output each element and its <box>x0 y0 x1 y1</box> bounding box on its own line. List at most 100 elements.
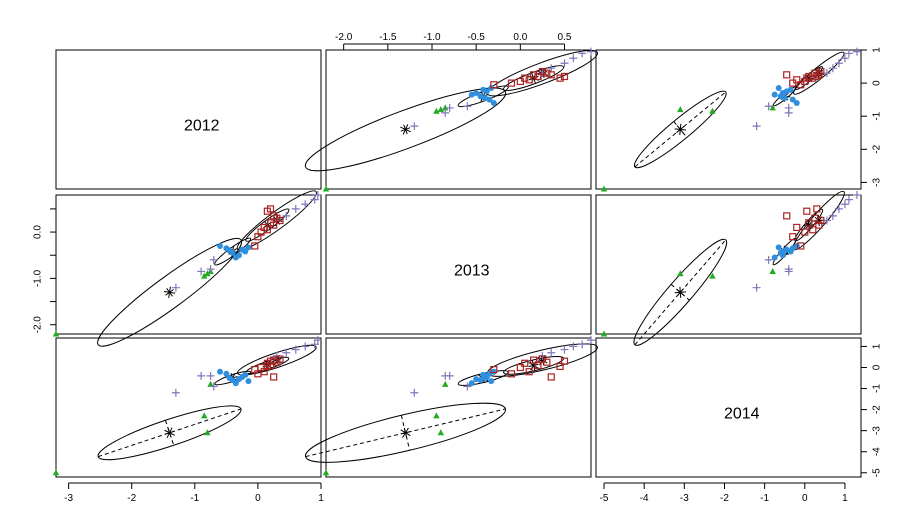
right-axis-tick-label: 1 <box>872 343 883 349</box>
point-square <box>276 355 284 363</box>
point-square <box>251 242 259 250</box>
ellipse-center-mark <box>166 287 173 297</box>
point-triangle <box>204 270 211 277</box>
ellipse-center-mark <box>676 288 685 296</box>
bottom-axis-tick-label: -1 <box>760 493 769 504</box>
point-square <box>521 74 529 82</box>
point-plus <box>463 382 472 391</box>
point-circle <box>223 370 230 377</box>
point-triangle <box>600 330 608 337</box>
ellipse-triangle-1-2 <box>633 238 728 346</box>
ellipse-outline <box>503 65 565 92</box>
point-square <box>521 359 529 367</box>
point-square <box>815 221 823 229</box>
point-plus <box>578 49 587 58</box>
panel-frame-0-2 <box>595 49 862 190</box>
point-plus <box>301 342 310 351</box>
ellipse-center-mark <box>403 427 408 438</box>
top-axis-tick-label: -1.5 <box>379 32 397 43</box>
point-plus <box>310 340 319 349</box>
ellipse-outline <box>97 237 243 347</box>
point-circle <box>217 242 224 249</box>
point-square <box>797 242 805 250</box>
point-square <box>560 357 569 365</box>
bottom-axis-tick-label: -1 <box>190 493 199 504</box>
bottom-axis-tick-label: 1 <box>318 493 324 504</box>
point-circle <box>488 378 495 385</box>
left-axis-tick-label: -2.0 <box>33 316 44 334</box>
point-triangle <box>709 107 716 114</box>
point-square <box>817 216 825 225</box>
point-square <box>813 72 821 81</box>
point-plus <box>445 371 454 380</box>
ellipse-major-axis <box>305 408 506 458</box>
point-square <box>793 223 801 232</box>
point-circle <box>217 368 224 375</box>
point-square <box>490 365 498 374</box>
point-circle <box>468 380 475 387</box>
point-square <box>266 205 275 213</box>
point-plus <box>441 108 450 117</box>
point-plus <box>282 348 291 357</box>
point-plus <box>410 122 419 131</box>
ellipse-center-mark <box>167 427 172 438</box>
point-plus <box>852 47 861 56</box>
point-plus <box>463 102 472 111</box>
ellipse-triangle-1-0 <box>97 237 243 347</box>
point-triangle <box>433 412 440 419</box>
right-axis-tick-label: -2 <box>872 405 883 414</box>
point-circle <box>480 86 487 93</box>
point-circle <box>229 249 236 256</box>
point-square <box>783 212 791 220</box>
point-square <box>793 76 801 84</box>
ellipse-outline <box>793 51 845 95</box>
point-plus <box>310 195 319 204</box>
point-square <box>525 76 533 84</box>
point-circle <box>235 252 242 259</box>
point-plus <box>569 54 578 63</box>
diagonal-label-2012: 2012 <box>184 118 220 135</box>
point-square <box>556 362 564 371</box>
point-triangle <box>433 107 440 114</box>
point-plus <box>834 59 843 68</box>
right-axis-tick-label: -1 <box>872 384 883 393</box>
ellipse-triangle-0-2 <box>633 90 727 169</box>
point-square <box>276 216 284 225</box>
right-axis-tick-label: 0 <box>872 364 883 370</box>
point-circle <box>775 85 782 92</box>
point-square <box>490 81 498 89</box>
point-circle <box>242 371 249 378</box>
point-square <box>266 357 275 365</box>
point-plus <box>834 204 843 213</box>
ellipse-center-mark <box>531 360 536 371</box>
point-triangle <box>677 270 684 277</box>
point-triangle <box>442 104 449 111</box>
point-plus <box>784 103 793 112</box>
point-circle <box>242 248 249 255</box>
right-axis-tick-label: -4 <box>872 447 883 456</box>
panel-frame-1-2 <box>595 194 862 335</box>
ellipse-outline <box>304 87 507 172</box>
point-plus <box>578 340 587 349</box>
right-axis-tick-label: -3 <box>872 426 883 435</box>
right-axis-tick-label: -3 <box>872 178 883 187</box>
right-axis-tick-label: 1 <box>872 47 883 53</box>
point-circle <box>473 376 480 383</box>
right-axis-tick-label: -2 <box>872 144 883 153</box>
point-plus <box>291 345 300 354</box>
point-plus <box>764 255 773 264</box>
point-plus <box>197 267 206 276</box>
point-plus <box>844 195 853 204</box>
point-triangle <box>677 106 684 113</box>
point-triangle <box>437 106 445 113</box>
top-axis-tick-label: -0.5 <box>468 32 486 43</box>
point-square <box>783 71 791 79</box>
point-square <box>538 67 547 76</box>
point-plus <box>752 122 761 131</box>
point-plus <box>445 103 454 112</box>
point-plus <box>828 211 837 220</box>
point-circle <box>787 248 794 255</box>
point-square <box>270 221 278 229</box>
point-plus <box>171 388 180 397</box>
